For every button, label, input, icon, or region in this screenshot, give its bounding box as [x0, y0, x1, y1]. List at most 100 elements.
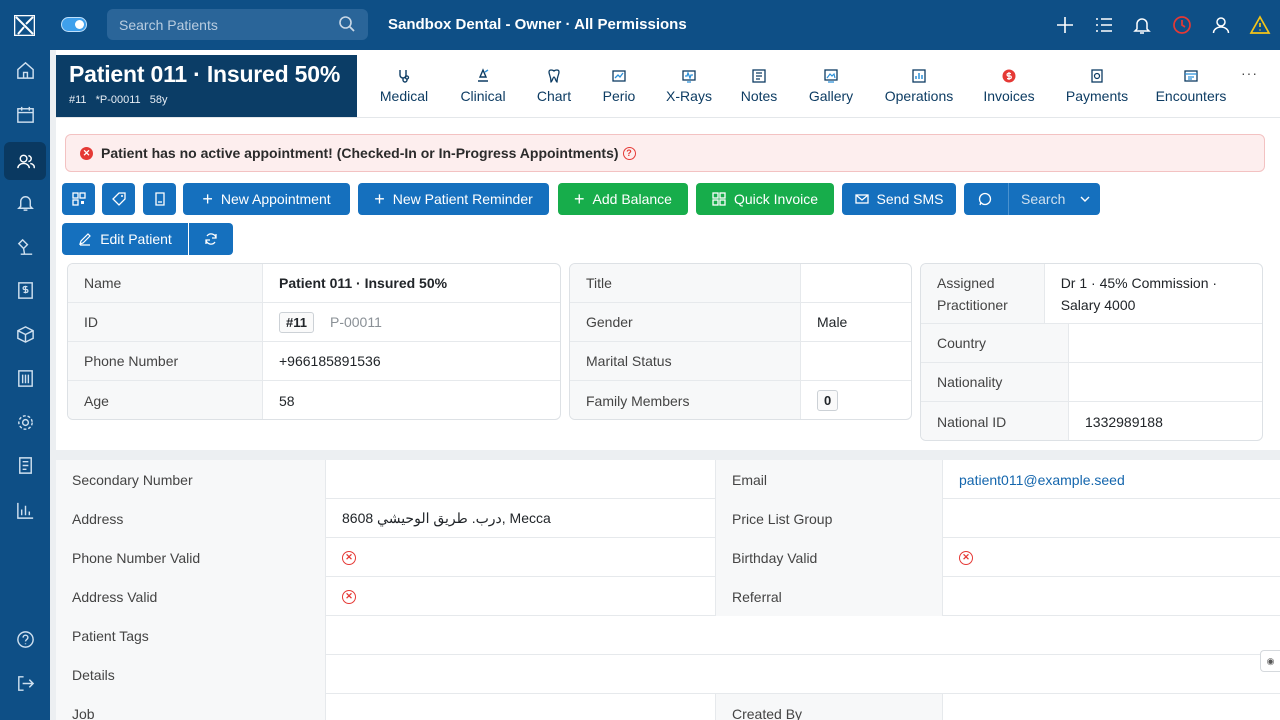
- tab-payments[interactable]: Payments: [1059, 55, 1135, 117]
- list-icon[interactable]: [1093, 14, 1115, 36]
- clock-icon[interactable]: [1171, 14, 1193, 36]
- app-logo-icon[interactable]: [14, 15, 35, 36]
- whatsapp-icon: [978, 192, 992, 206]
- tab-encounters[interactable]: Encounters: [1151, 55, 1231, 117]
- tab-label: Chart: [536, 88, 572, 104]
- info-row: Family Members 0: [570, 381, 911, 419]
- send-sms-button[interactable]: Send SMS: [842, 183, 956, 215]
- whatsapp-search-button[interactable]: Search: [964, 183, 1100, 215]
- table-row: Job Created By: [56, 694, 1280, 720]
- email-link[interactable]: patient011@example.seed: [942, 460, 1280, 499]
- plus-icon: +: [574, 189, 585, 209]
- tab-label: Gallery: [808, 88, 854, 104]
- envelope-icon: [854, 194, 869, 204]
- address-valid-label: Address Valid: [56, 577, 325, 616]
- tab-chart[interactable]: Chart: [531, 55, 577, 117]
- encounters-icon: [1184, 70, 1198, 82]
- eye-toggle-icon[interactable]: ◉: [1260, 650, 1280, 672]
- info-row: Title: [570, 264, 911, 303]
- sidebar-item-billing[interactable]: [4, 271, 46, 309]
- table-row: Address 8608 درب. طريق الوحيشي, Mecca Pr…: [56, 499, 1280, 538]
- button-label: New Appointment: [220, 191, 331, 207]
- phone-link[interactable]: +966185891536: [279, 353, 381, 369]
- sidebar-item-patients[interactable]: [4, 142, 46, 180]
- info-row: Marital Status: [570, 342, 911, 381]
- age-value: 58: [279, 392, 295, 409]
- tab-gallery[interactable]: Gallery: [803, 55, 859, 117]
- sidebar-item-inventory[interactable]: [4, 315, 46, 353]
- job-label: Job: [56, 694, 325, 720]
- referral-value: [942, 577, 1280, 616]
- search-icon[interactable]: [338, 15, 356, 33]
- sidebar-item-clinics[interactable]: [4, 359, 46, 397]
- id-value: #11 P-00011: [263, 303, 398, 341]
- sidebar-item-notifications[interactable]: [4, 183, 46, 221]
- qr-code-button[interactable]: [62, 183, 95, 215]
- theme-toggle[interactable]: [61, 17, 87, 32]
- country-label: Country: [921, 324, 1069, 362]
- tab-clinical[interactable]: Clinical: [451, 55, 515, 117]
- price-list-value: [942, 499, 1280, 538]
- user-icon[interactable]: [1210, 14, 1232, 36]
- details-table: Secondary Number Email patient011@exampl…: [56, 460, 1280, 720]
- sidebar-item-ledger[interactable]: [4, 446, 46, 484]
- nationality-value: [1069, 363, 1101, 401]
- tab-xrays[interactable]: X-Rays: [661, 55, 717, 117]
- grid-icon: [712, 192, 726, 206]
- job-value: [325, 694, 715, 720]
- tab-invoices[interactable]: Invoices: [977, 55, 1041, 117]
- tabs-more-button[interactable]: ···: [1241, 65, 1258, 81]
- help-icon[interactable]: ?: [622, 146, 636, 160]
- bell-icon[interactable]: [1131, 14, 1153, 36]
- chevron-down-icon[interactable]: [1079, 193, 1091, 205]
- sidebar-item-calendar[interactable]: [4, 95, 46, 133]
- sidebar-item-logout[interactable]: [4, 664, 46, 702]
- button-label: Add Balance: [592, 191, 672, 207]
- tab-operations[interactable]: Operations: [879, 55, 959, 117]
- address-label: Address: [56, 499, 325, 538]
- billing-icon: [17, 281, 33, 299]
- edit-patient-button[interactable]: Edit Patient: [62, 223, 188, 255]
- patient-search-box[interactable]: [107, 9, 368, 40]
- main-content: Patient 011 · Insured 50% #11 *P-00011 5…: [50, 50, 1280, 720]
- quick-invoice-button[interactable]: Quick Invoice: [696, 183, 834, 215]
- new-patient-reminder-button[interactable]: + New Patient Reminder: [358, 183, 549, 215]
- warning-icon[interactable]: [1249, 14, 1271, 36]
- lab-icon: [17, 238, 32, 255]
- tag-button[interactable]: [102, 183, 135, 215]
- patient-tabs: Medical Clinical Chart Perio X-Rays Note…: [363, 55, 1233, 117]
- new-appointment-button[interactable]: + New Appointment: [183, 183, 350, 215]
- birthday-valid-label: Birthday Valid: [715, 538, 942, 577]
- sidebar-item-lab[interactable]: [4, 228, 46, 266]
- sidebar-item-help[interactable]: [4, 620, 46, 658]
- invalid-icon: ✕: [342, 550, 356, 565]
- name-label: Name: [68, 264, 263, 302]
- email-label: Email: [715, 460, 942, 499]
- tab-medical[interactable]: Medical: [371, 55, 437, 117]
- qr-code-icon: [71, 192, 86, 206]
- gender-value: Male: [817, 314, 848, 330]
- family-label: Family Members: [570, 381, 801, 419]
- patients-icon: [16, 154, 35, 168]
- add-balance-button[interactable]: + Add Balance: [558, 183, 688, 215]
- box-icon: [16, 325, 34, 343]
- document-button[interactable]: [143, 183, 176, 215]
- title-value: [801, 264, 833, 302]
- reports-icon: [16, 502, 33, 519]
- plus-icon[interactable]: [1054, 14, 1076, 36]
- refresh-button[interactable]: [189, 223, 233, 255]
- tab-perio[interactable]: Perio: [595, 55, 643, 117]
- title-label: Title: [570, 264, 801, 302]
- tab-notes[interactable]: Notes: [733, 55, 785, 117]
- patient-search-input[interactable]: [119, 16, 329, 33]
- sidebar-item-settings[interactable]: [4, 403, 46, 441]
- error-icon: ✕: [80, 146, 93, 160]
- patient-meta: #11 *P-00011 58y: [69, 94, 344, 106]
- id-badge: #11: [279, 311, 314, 333]
- family-value: 0: [801, 381, 854, 419]
- sidebar-item-reports[interactable]: [4, 491, 46, 529]
- tab-label: Operations: [884, 88, 954, 104]
- gallery-icon: [824, 69, 838, 83]
- patient-panel: Patient 011 · Insured 50% #11 *P-00011 5…: [56, 50, 1280, 450]
- sidebar-item-home[interactable]: [4, 51, 46, 89]
